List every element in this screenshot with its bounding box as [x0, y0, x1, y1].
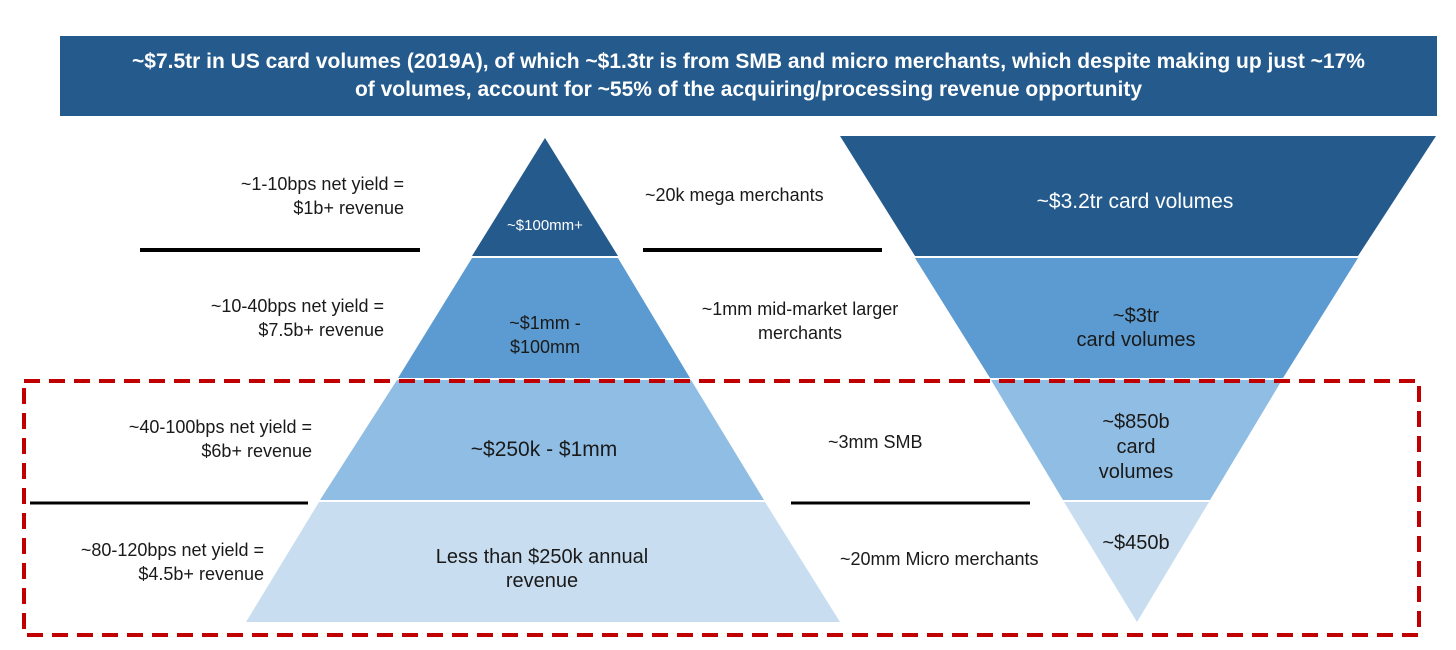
- pyramid-tier-mega: [472, 138, 618, 256]
- volume-label-mega: ~$3.2tr card volumes: [990, 190, 1280, 214]
- merchant-count-text: ~1mm mid-market larger: [701, 299, 899, 319]
- pyramid-band-text: ~$250k - $1mm: [470, 438, 618, 461]
- volume-text: ~$850b: [1102, 411, 1170, 433]
- funnel-tier-smb: [991, 380, 1282, 500]
- volume-text: ~$3tr: [1112, 305, 1160, 327]
- funnel-tier-mid-market: [915, 258, 1358, 378]
- pyramid-label-mid-market: ~$1mm - $100mm: [462, 311, 628, 359]
- merchant-count-text: merchants: [757, 323, 843, 343]
- pyramid-tier-micro: [246, 502, 840, 622]
- pyramid-tier-mid-market: [398, 258, 690, 378]
- yield-rate: ~80-120bps net yield =: [80, 540, 264, 560]
- funnel-tier-mega: [840, 136, 1436, 256]
- yield-revenue: $1b+ revenue: [293, 198, 404, 218]
- yield-revenue: $7.5b+ revenue: [258, 320, 384, 340]
- pyramid-label-micro: Less than $250k annual revenue: [392, 545, 692, 593]
- volume-text: ~$3.2tr card volumes: [1036, 190, 1234, 213]
- pyramid-band-text: ~$100mm+: [507, 217, 583, 234]
- yield-label-micro: ~80-120bps net yield = $4.5b+ revenue: [81, 538, 264, 586]
- merchant-label-mega: ~20k mega merchants: [645, 183, 824, 207]
- volume-label-micro: ~$450b: [1086, 531, 1186, 555]
- pyramid-band-text: revenue: [505, 570, 579, 592]
- volume-text: ~$450b: [1102, 532, 1170, 554]
- pyramid-band-text: $100mm: [509, 337, 581, 357]
- volume-text: card: [1116, 436, 1156, 458]
- yield-rate: ~40-100bps net yield =: [128, 417, 312, 437]
- pyramid-band-text: Less than $250k annual: [435, 546, 649, 568]
- headline-banner: ~$7.5tr in US card volumes (2019A), of w…: [60, 36, 1437, 116]
- merchant-label-micro: ~20mm Micro merchants: [840, 547, 1039, 571]
- funnel-tier-micro: [1064, 502, 1209, 622]
- yield-revenue: $4.5b+ revenue: [138, 564, 264, 584]
- volume-text: volumes: [1098, 461, 1174, 483]
- merchant-count-text: ~3mm SMB: [828, 432, 923, 452]
- yield-label-smb: ~40-100bps net yield = $6b+ revenue: [129, 415, 312, 463]
- pyramid-band-text: ~$1mm -: [509, 313, 581, 333]
- yield-rate: ~10-40bps net yield =: [210, 296, 384, 316]
- merchant-count-text: ~20k mega merchants: [645, 185, 824, 205]
- yield-label-mega: ~1-10bps net yield = $1b+ revenue: [241, 172, 404, 220]
- pyramid-label-mega: ~$100mm+: [472, 214, 618, 238]
- volume-label-mid-market: ~$3tr card volumes: [1036, 304, 1236, 352]
- yield-revenue: $6b+ revenue: [201, 441, 312, 461]
- pyramid-label-smb: ~$250k - $1mm: [414, 438, 674, 462]
- volume-label-smb: ~$850b card volumes: [1066, 410, 1206, 485]
- volume-text: card volumes: [1076, 329, 1196, 351]
- merchant-label-mid-market: ~1mm mid-market larger merchants: [690, 297, 910, 345]
- merchant-label-smb: ~3mm SMB: [828, 430, 923, 454]
- merchant-count-text: ~20mm Micro merchants: [840, 549, 1039, 569]
- pyramid-tier-smb: [320, 380, 764, 500]
- yield-rate: ~1-10bps net yield =: [240, 174, 404, 194]
- headline-line-2: of volumes, account for ~55% of the acqu…: [354, 78, 1143, 101]
- headline-line-1: ~$7.5tr in US card volumes (2019A), of w…: [132, 50, 1365, 73]
- yield-label-mid-market: ~10-40bps net yield = $7.5b+ revenue: [211, 294, 384, 342]
